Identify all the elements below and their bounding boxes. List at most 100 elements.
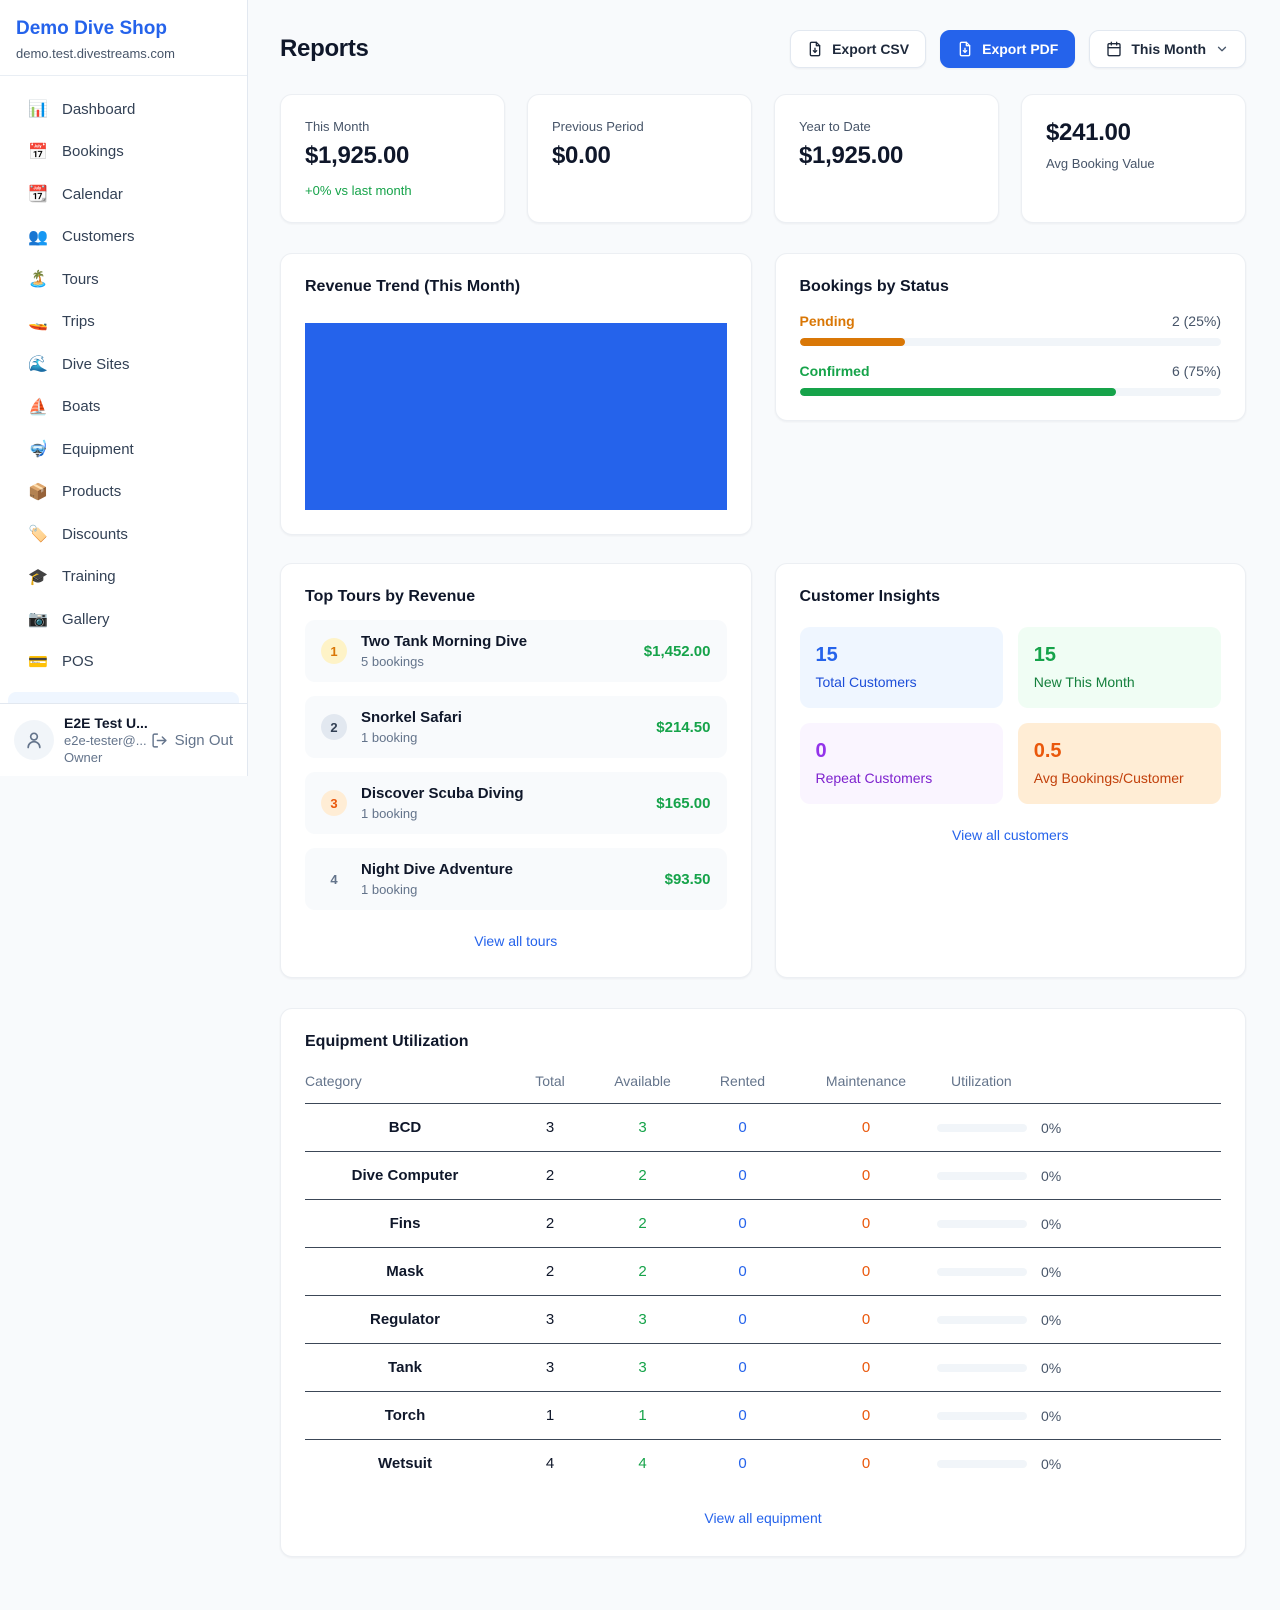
sidebar-item-label: Customers xyxy=(62,228,135,246)
tour-row: 2 Snorkel Safari 1 booking $214.50 xyxy=(305,696,727,758)
sidebar-item-boats[interactable]: ⛵ Boats xyxy=(0,386,247,429)
sidebar-item-tours[interactable]: 🏝️ Tours xyxy=(0,258,247,301)
tour-bookings: 1 booking xyxy=(361,806,418,821)
user-name: E2E Test U... xyxy=(64,715,148,731)
sidebar-item-discounts[interactable]: 🏷️ Discounts xyxy=(0,513,247,556)
utilization-cell: 0% xyxy=(937,1408,1221,1424)
equipment-table: Category Total Available Rented Maintena… xyxy=(305,1069,1221,1487)
table-row: Tank 3 3 0 0 0% xyxy=(305,1343,1221,1392)
tour-name: Night Dive Adventure xyxy=(361,861,513,878)
stat-delta: +0% vs last month xyxy=(305,183,412,198)
sidebar-item-calendar[interactable]: 📆 Calendar xyxy=(0,173,247,216)
insight-label: Total Customers xyxy=(815,674,917,690)
sign-out-button[interactable]: Sign Out xyxy=(151,732,233,749)
cell-category: Tank xyxy=(305,1343,505,1392)
tour-row: 4 Night Dive Adventure 1 booking $93.50 xyxy=(305,848,727,910)
sidebar-item-pos[interactable]: 💳 POS xyxy=(0,641,247,684)
sidebar-item-dashboard[interactable]: 📊 Dashboard xyxy=(0,88,247,131)
table-row: Fins 2 2 0 0 0% xyxy=(305,1199,1221,1248)
sidebar-item-label: Discounts xyxy=(62,525,128,543)
status-label-confirmed: Confirmed xyxy=(799,363,870,379)
export-csv-label: Export CSV xyxy=(832,41,910,57)
top-tours-title: Top Tours by Revenue xyxy=(305,588,476,605)
view-all-customers-link[interactable]: View all customers xyxy=(952,827,1069,843)
sidebar-item-trips[interactable]: 🚤 Trips xyxy=(0,301,247,344)
sidebar-item-products[interactable]: 📦 Products xyxy=(0,471,247,514)
charts-row: Revenue Trend (This Month) Bookings by S… xyxy=(280,253,1246,535)
cell-total: 3 xyxy=(505,1343,595,1392)
cell-maintenance: 0 xyxy=(795,1151,937,1200)
tour-revenue: $93.50 xyxy=(664,870,711,888)
sidebar-item-equipment[interactable]: 🤿 Equipment xyxy=(0,428,247,471)
brand-domain: demo.test.divestreams.com xyxy=(16,46,175,61)
sidebar-item-label: Dive Sites xyxy=(62,355,130,373)
status-count-pending: 2 (25%) xyxy=(1171,313,1221,329)
brand-name[interactable]: Demo Dive Shop xyxy=(16,18,167,39)
view-all-tours-link[interactable]: View all tours xyxy=(474,933,558,949)
sidebar-item-dive-sites[interactable]: 🌊 Dive Sites xyxy=(0,343,247,386)
equipment-icon: 🤿 xyxy=(28,441,48,459)
sidebar-item-label: Tours xyxy=(62,270,99,288)
export-pdf-button[interactable]: Export PDF xyxy=(940,30,1076,68)
bookings-icon: 📅 xyxy=(28,143,48,161)
cell-rented: 0 xyxy=(738,1455,747,1472)
utilization-percent: 0% xyxy=(1041,1311,1062,1328)
sidebar-item-customers[interactable]: 👥 Customers xyxy=(0,216,247,259)
sidebar-nav: 📊 Dashboard 📅 Bookings 📆 Calendar 👥 Cust… xyxy=(0,76,247,703)
stats-row: This Month $1,925.00 +0% vs last month P… xyxy=(280,94,1246,223)
sidebar-item-label: Equipment xyxy=(62,440,134,458)
sidebar-item-training[interactable]: 🎓 Training xyxy=(0,556,247,599)
tour-revenue: $1,452.00 xyxy=(643,642,711,660)
sidebar-item-gallery[interactable]: 📷 Gallery xyxy=(0,598,247,641)
period-dropdown[interactable]: This Month xyxy=(1089,30,1246,68)
cell-maintenance: 0 xyxy=(795,1199,937,1248)
sidebar-item-label: Dashboard xyxy=(62,100,136,118)
boats-icon: ⛵ xyxy=(28,398,48,416)
file-download-icon xyxy=(809,41,821,57)
stat-card-previous-period: Previous Period $0.00 xyxy=(527,94,752,223)
column-header-total: Total xyxy=(505,1069,595,1104)
cell-category: Dive Computer xyxy=(305,1151,505,1200)
cell-maintenance: 0 xyxy=(795,1295,937,1344)
sidebar: Demo Dive Shop demo.test.divestreams.com… xyxy=(0,0,248,776)
cell-category: BCD xyxy=(305,1103,505,1152)
export-csv-button[interactable]: Export CSV xyxy=(790,30,927,68)
stat-label: Year to Date xyxy=(799,119,871,134)
status-bar-fill-confirmed xyxy=(799,388,1116,396)
sidebar-item-bookings[interactable]: 📅 Bookings xyxy=(0,131,247,174)
revenue-trend-card: Revenue Trend (This Month) xyxy=(280,253,752,535)
stat-card-this-month: This Month $1,925.00 +0% vs last month xyxy=(280,94,505,223)
status-bar-fill-pending xyxy=(799,338,905,346)
brand-block: Demo Dive Shop demo.test.divestreams.com xyxy=(0,0,247,76)
utilization-cell: 0% xyxy=(937,1312,1221,1328)
sidebar-item-reports-active-partial[interactable] xyxy=(8,692,239,703)
status-group-confirmed: Confirmed 6 (75%) xyxy=(799,363,1221,396)
cell-maintenance: 0 xyxy=(795,1103,937,1152)
rank-badge: 1 xyxy=(321,638,347,664)
view-all-equipment-link[interactable]: View all equipment xyxy=(704,1510,822,1526)
rank-badge: 2 xyxy=(321,714,347,740)
gallery-icon: 📷 xyxy=(28,611,48,629)
cell-category: Torch xyxy=(305,1391,505,1440)
cell-total: 4 xyxy=(545,1455,555,1472)
cell-total: 1 xyxy=(505,1391,595,1440)
cell-available: 3 xyxy=(595,1103,690,1152)
calendar-icon xyxy=(1107,41,1122,57)
utilization-percent: 0% xyxy=(1041,1359,1062,1376)
cell-available: 1 xyxy=(595,1391,690,1440)
cell-maintenance: 0 xyxy=(795,1391,937,1440)
rank-badge: 3 xyxy=(321,790,347,816)
insight-label: Repeat Customers xyxy=(815,770,933,786)
cell-category: Regulator xyxy=(305,1295,505,1344)
logout-icon xyxy=(152,732,167,748)
stat-value: $241.00 xyxy=(1046,119,1131,146)
insight-value: 0.5 xyxy=(1033,740,1062,762)
tour-name: Discover Scuba Diving xyxy=(361,785,524,802)
utilization-bar-track xyxy=(937,1459,1027,1468)
calendar-icon: 📆 xyxy=(28,186,48,204)
customer-insights-title: Customer Insights xyxy=(799,588,940,605)
cell-maintenance: 0 xyxy=(795,1343,937,1392)
table-row: Mask 2 2 0 0 0% xyxy=(305,1247,1221,1296)
stat-label: Avg Booking Value xyxy=(1046,156,1155,171)
cell-total: 2 xyxy=(505,1151,595,1200)
